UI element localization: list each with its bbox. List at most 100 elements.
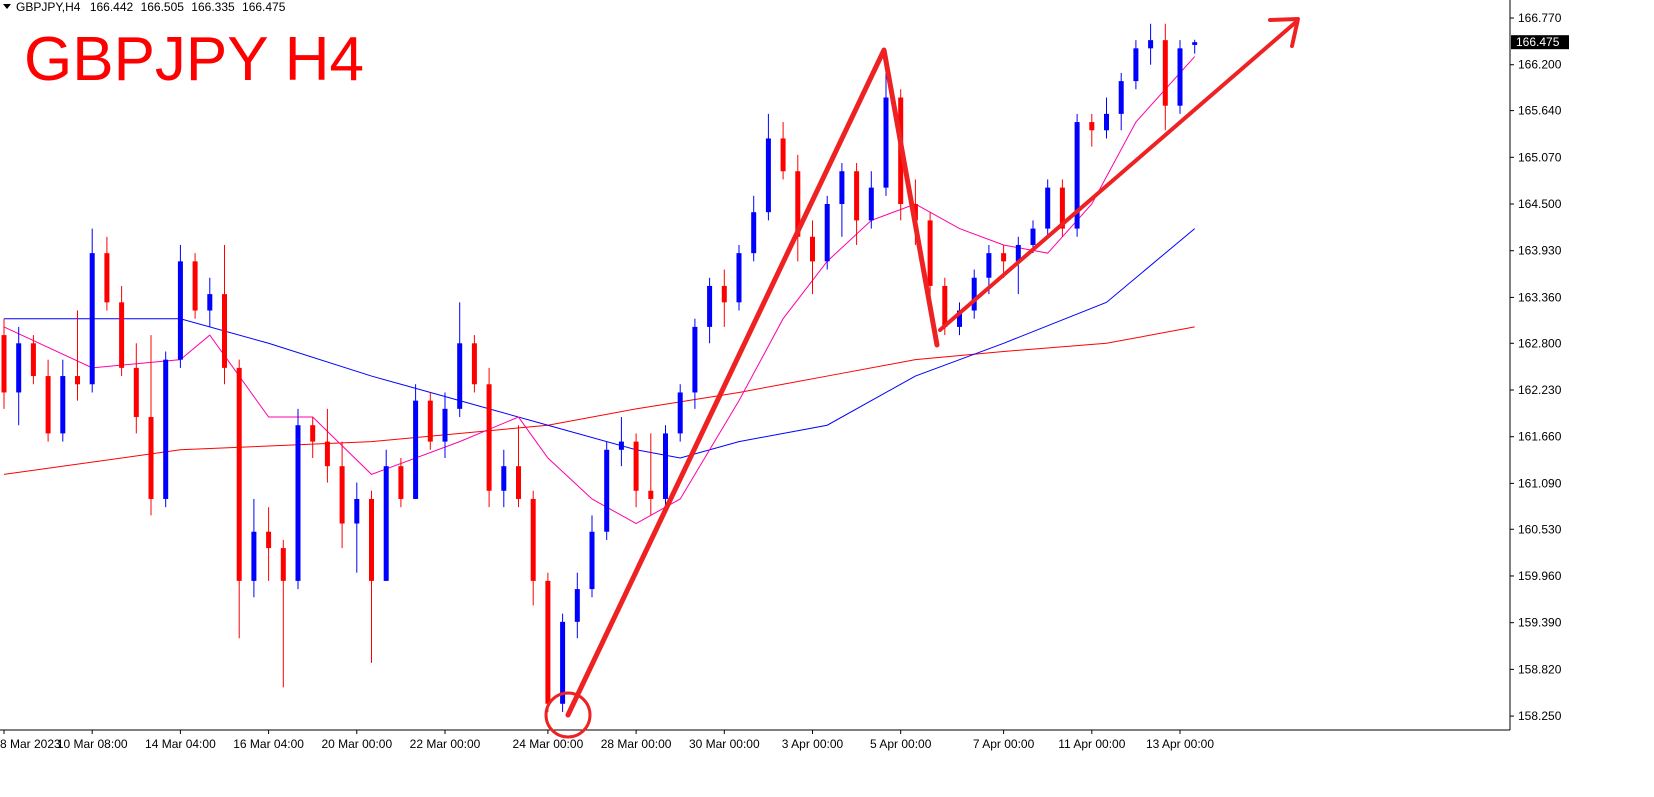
candle-body: [60, 376, 66, 434]
candle-body: [354, 498, 360, 524]
chart-title: GBPJPY H4: [24, 25, 364, 94]
candle-body: [648, 490, 654, 499]
candle-body: [927, 220, 933, 286]
candle-body: [413, 400, 419, 499]
y-tick-label: 165.640: [1518, 104, 1562, 118]
header: GBPJPY,H4 166.442 166.505 166.335 166.47…: [3, 0, 286, 14]
candle-body: [854, 171, 860, 221]
plot-area: [1, 23, 1198, 712]
candle-body: [868, 187, 874, 221]
x-tick-label: 11 Apr 00:00: [1058, 737, 1125, 751]
y-tick-label: 159.960: [1518, 569, 1562, 583]
x-tick-label: 7 Apr 00:00: [973, 737, 1035, 751]
header-open: 166.442: [90, 0, 134, 14]
candle-body: [133, 367, 139, 418]
trend-arrow-line: [938, 20, 1298, 332]
candle-body: [1133, 48, 1139, 82]
candle-body: [677, 392, 683, 434]
price-tag-label: 166.475: [1516, 35, 1560, 49]
candle-body: [810, 236, 815, 262]
candle-body: [236, 367, 242, 581]
y-tick-label: 163.360: [1518, 290, 1562, 304]
moving-average-line: [3, 326, 1195, 475]
candle-body: [604, 449, 610, 532]
candle-body: [75, 376, 80, 385]
candle-body: [1059, 187, 1065, 229]
y-tick-label: 163.930: [1518, 244, 1562, 258]
candle-body: [471, 343, 477, 385]
y-tick-label: 162.800: [1518, 336, 1562, 350]
candle-body: [1177, 48, 1183, 106]
candle-body: [383, 466, 389, 581]
candle-body: [618, 441, 624, 450]
y-tick-label: 166.200: [1518, 58, 1562, 72]
candle-body: [427, 400, 433, 442]
candle-body: [633, 441, 639, 491]
candle-body: [986, 253, 992, 278]
candle-body: [545, 580, 551, 704]
candle-body: [207, 294, 213, 311]
y-tick-label: 162.230: [1518, 383, 1562, 397]
candle-body: [721, 285, 727, 303]
candle-body: [1162, 40, 1168, 106]
x-tick-label: 20 Mar 00:00: [321, 737, 392, 751]
candle-body: [839, 171, 845, 205]
candle-body: [280, 548, 286, 581]
y-tick-label: 159.390: [1518, 616, 1562, 630]
candle-body: [251, 531, 257, 581]
x-tick-label: 30 Mar 00:00: [689, 737, 760, 751]
candle-body: [957, 310, 962, 327]
candle-body: [398, 466, 404, 499]
x-tick-label: 14 Mar 04:00: [145, 737, 216, 751]
candle-body: [119, 302, 125, 368]
candle-body: [192, 261, 198, 311]
x-tick-label: 22 Mar 00:00: [410, 737, 481, 751]
candle-body: [707, 285, 713, 327]
y-tick-label: 165.070: [1518, 150, 1562, 164]
candle-body: [163, 359, 169, 499]
candle-body: [45, 376, 51, 434]
x-tick-label: 16 Mar 04:00: [233, 737, 304, 751]
candle-body: [765, 138, 771, 213]
candle-body: [516, 466, 521, 499]
zigzag-line: [565, 47, 940, 718]
candle-body: [736, 253, 742, 303]
candle-body: [780, 138, 786, 172]
candle-body: [486, 384, 492, 491]
candle-body: [295, 425, 301, 581]
symbol: GBPJPY,H4: [16, 0, 81, 14]
low-circle: [544, 691, 592, 739]
candle-body: [324, 441, 330, 467]
candle-body: [1104, 113, 1109, 131]
drawn-annotations: [544, 17, 1300, 739]
candle-body: [310, 425, 316, 442]
candle-body: [89, 253, 95, 385]
candle-body: [104, 253, 110, 303]
candle-body: [177, 261, 183, 360]
candle-body: [501, 466, 507, 491]
candle-body: [1045, 187, 1051, 229]
header-text: GBPJPY,H4 166.442 166.505 166.335 166.47…: [16, 0, 286, 14]
y-tick-label: 164.500: [1518, 197, 1562, 211]
candle-body: [1001, 253, 1007, 262]
y-tick-label: 160.530: [1518, 522, 1562, 536]
candle-body: [971, 277, 977, 311]
y-tick-label: 161.660: [1518, 430, 1562, 444]
candle-body: [148, 417, 154, 499]
candle-body: [1, 335, 7, 393]
y-tick-label: 161.090: [1518, 476, 1562, 490]
header-close: 166.475: [242, 0, 286, 14]
candle-body: [1074, 122, 1080, 229]
x-tick-label: 8 Mar 2023: [0, 737, 61, 751]
candle-body: [30, 343, 36, 377]
candle-body: [1148, 40, 1154, 49]
candle-body: [560, 621, 566, 704]
candle-body: [222, 294, 227, 368]
menu-triangle: [3, 4, 11, 9]
candle-body: [339, 466, 345, 524]
candle-body: [1192, 42, 1198, 45]
candle-body: [883, 97, 889, 188]
candle-body: [692, 326, 698, 393]
candle-body: [1015, 244, 1021, 262]
